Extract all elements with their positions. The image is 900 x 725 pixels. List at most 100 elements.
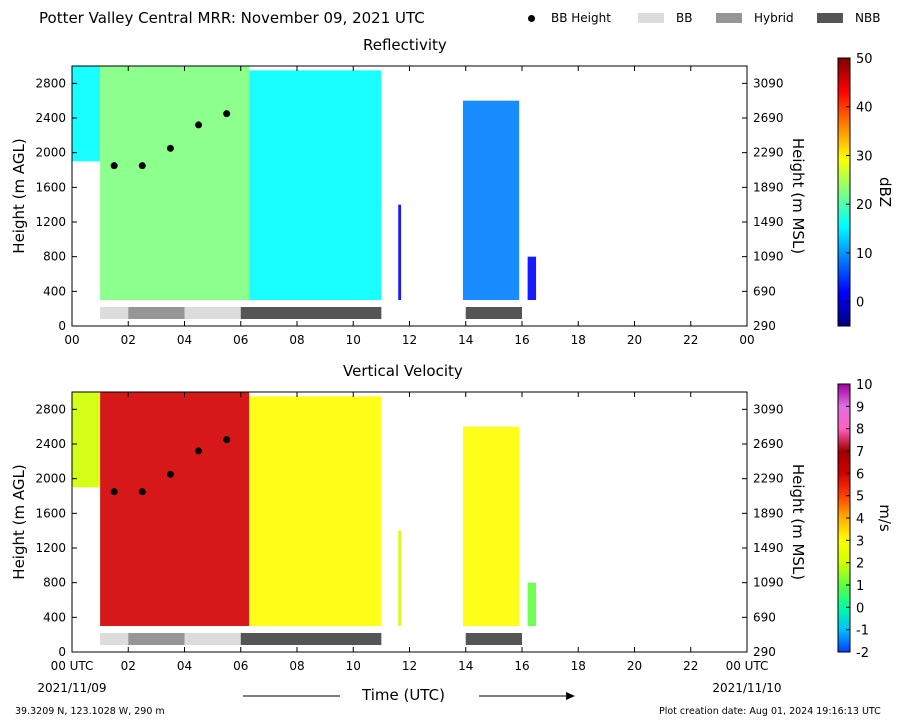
bb-type-segment xyxy=(184,307,241,319)
y-tick-label: 1600 xyxy=(35,180,66,194)
page-title: Potter Valley Central MRR: November 09, … xyxy=(39,9,425,27)
x-tick-label: 14 xyxy=(458,659,473,673)
y2-tick-label: 2290 xyxy=(753,472,784,486)
x-tick-label: 02 xyxy=(121,659,136,673)
echo-region xyxy=(100,66,250,300)
bb-height-point xyxy=(166,144,174,152)
bb-height-point xyxy=(138,488,146,496)
echo-region xyxy=(462,100,520,301)
y-axis-label: Height (m AGL) xyxy=(10,138,28,253)
x-tick-label: 14 xyxy=(458,333,473,347)
legend-item-bb-height: BB Height xyxy=(525,11,611,25)
colorbar-tick-label: 2 xyxy=(856,557,864,572)
x-tick-label: 22 xyxy=(683,659,698,673)
location-text: 39.3209 N, 123.1028 W, 290 m xyxy=(15,706,165,717)
x-tick-label: 00 UTC xyxy=(726,659,769,673)
y-tick-label: 400 xyxy=(43,610,66,624)
x-tick-label: 10 xyxy=(346,659,361,673)
y-tick-label: 800 xyxy=(43,576,66,590)
y-tick-label: 2000 xyxy=(35,146,66,160)
bb-type-segment xyxy=(100,307,129,319)
colorbar-tick-label: 4 xyxy=(856,512,864,527)
colorbar-tick-label: 1 xyxy=(856,579,864,594)
y-tick-label: 2400 xyxy=(35,437,66,451)
x-tick-label: 18 xyxy=(571,659,586,673)
y-tick-label: 2800 xyxy=(35,76,66,90)
creation-date-text: Plot creation date: Aug 01, 2024 19:16:1… xyxy=(659,706,881,717)
echo-region xyxy=(462,426,520,626)
bb-swatch-icon xyxy=(638,13,664,23)
bb-type-segment xyxy=(184,633,241,645)
legend-label-nbb: NBB xyxy=(855,11,881,25)
echo-region xyxy=(249,70,382,300)
x-tick-label: 20 xyxy=(627,333,642,347)
y2-tick-label: 1890 xyxy=(753,506,784,520)
legend-label-hybrid: Hybrid xyxy=(754,11,794,25)
reflectivity-panel: 00 02 04 06 08 10 12 14 16 18 20 22 0004008001200160… xyxy=(10,52,894,347)
x-tick-label: 20 xyxy=(627,659,642,673)
bb-type-segment xyxy=(128,633,185,645)
colorbar-tick-label: 6 xyxy=(856,467,864,482)
legend-item-bb: BB xyxy=(638,11,692,25)
bb-height-point xyxy=(110,162,118,170)
velocity-panel: 00 UTC 02 04 06 08 10 12 14 16 18 20 22 00 UTC2021/1… xyxy=(10,378,894,695)
colorbar-tick-label: 20 xyxy=(856,198,873,213)
x-tick-label: 08 xyxy=(289,333,304,347)
echo-region xyxy=(527,582,537,626)
y2-tick-label: 690 xyxy=(753,284,776,298)
reflectivity-title: Reflectivity xyxy=(363,36,447,54)
colorbar-tick-label: 5 xyxy=(856,490,864,505)
bb-type-segment xyxy=(240,307,382,319)
x-tick-label: 08 xyxy=(289,659,304,673)
legend-label-bb-height: BB Height xyxy=(551,11,611,25)
echo-region xyxy=(398,204,402,300)
y-tick-label: 1200 xyxy=(35,541,66,555)
x-date-label-end: 2021/11/10 xyxy=(712,681,781,695)
y2-tick-label: 1490 xyxy=(753,541,784,555)
bb-height-point xyxy=(195,447,203,455)
nbb-swatch-icon xyxy=(817,13,843,23)
legend-label-bb: BB xyxy=(676,11,693,25)
colorbar-tick-label: 40 xyxy=(856,101,873,116)
x-tick-label: 00 xyxy=(739,333,754,347)
x-tick-label: 06 xyxy=(233,659,248,673)
bb-height-point xyxy=(138,162,146,170)
colorbar-tick-label: 7 xyxy=(856,445,864,460)
bb-height-point xyxy=(195,121,203,129)
y2-tick-label: 3090 xyxy=(753,402,784,416)
y-tick-label: 1600 xyxy=(35,506,66,520)
y2-tick-label: 1090 xyxy=(753,576,784,590)
colorbar-tick-label: 10 xyxy=(856,247,873,262)
y2-tick-label: 290 xyxy=(753,319,776,333)
colorbar-tick-label: 50 xyxy=(856,52,873,67)
colorbar-tick-label: -1 xyxy=(856,624,869,639)
y-axis-label: Height (m AGL) xyxy=(10,464,28,579)
y2-axis-label: Height (m MSL) xyxy=(789,464,807,580)
colorbar-label: dBZ xyxy=(876,177,894,207)
echo-region xyxy=(249,396,382,626)
colorbar-tick-label: 3 xyxy=(856,534,864,549)
bb-height-point xyxy=(166,470,174,478)
bb-height-marker-icon xyxy=(528,14,535,22)
colorbar xyxy=(837,57,851,327)
x-tick-label: 22 xyxy=(683,333,698,347)
x-tick-label: 02 xyxy=(121,333,136,347)
echo-region xyxy=(527,256,537,300)
x-tick-label: 12 xyxy=(402,659,417,673)
bb-type-segment xyxy=(465,633,522,645)
y-tick-label: 800 xyxy=(43,250,66,264)
y2-tick-label: 290 xyxy=(753,645,776,659)
y-tick-label: 400 xyxy=(43,284,66,298)
legend-item-hybrid: Hybrid xyxy=(716,11,794,25)
y2-tick-label: 690 xyxy=(753,610,776,624)
y2-tick-label: 1090 xyxy=(753,250,784,264)
colorbar-tick-label: 8 xyxy=(856,423,864,438)
y-tick-label: 2400 xyxy=(35,111,66,125)
bb-type-segment xyxy=(240,633,382,645)
x-tick-label: 00 UTC xyxy=(51,659,94,673)
colorbar-tick-label: 30 xyxy=(856,149,873,164)
echo-region xyxy=(72,66,101,162)
x-axis-label: Time (UTC) xyxy=(362,686,445,704)
y2-axis-label: Height (m MSL) xyxy=(789,138,807,254)
